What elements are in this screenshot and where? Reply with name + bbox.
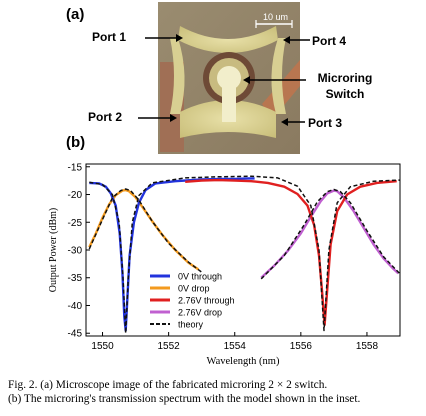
panel-a-label: (a) bbox=[66, 6, 85, 23]
microring-center bbox=[217, 66, 241, 90]
x-axis-label: Wavelength (nm) bbox=[207, 356, 280, 367]
scale-bar-label: 10 um bbox=[263, 12, 288, 22]
series-theory-drop-2-76v bbox=[260, 188, 401, 280]
x-tick-label: 1550 bbox=[91, 341, 114, 352]
port-1-label: Port 1 bbox=[92, 30, 127, 44]
y-tick-label: -25 bbox=[68, 218, 83, 229]
port-2-label: Port 2 bbox=[88, 110, 123, 124]
microscope-image: 10 um bbox=[138, 2, 310, 154]
gold-pad-top bbox=[178, 26, 278, 53]
x-tick-label: 1556 bbox=[290, 341, 313, 352]
figure-caption: Fig. 2. (a) Microscope image of the fabr… bbox=[8, 379, 361, 405]
heater-bridge bbox=[222, 86, 236, 122]
x-tick-label: 1554 bbox=[224, 341, 247, 352]
y-tick-label: -15 bbox=[68, 162, 83, 173]
microring-switch-label: Microring Switch bbox=[317, 71, 373, 101]
y-tick-label: -20 bbox=[68, 190, 83, 201]
transmission-chart: 1550 1552 1554 1556 1558 -15 -20 -25 -30 -35 -40 -4… bbox=[48, 162, 401, 367]
series-theory bbox=[89, 175, 401, 334]
gold-side-right bbox=[271, 38, 286, 114]
legend-label: 0V drop bbox=[178, 284, 210, 294]
legend-label: theory bbox=[178, 320, 204, 330]
y-axis-label: Output Power (dBm) bbox=[48, 208, 59, 292]
y-tick-label: -35 bbox=[68, 273, 83, 284]
legend-label: 2.76V drop bbox=[178, 308, 222, 318]
gold-side-left bbox=[170, 38, 185, 114]
panel-b-label: (b) bbox=[66, 134, 86, 151]
series-theory-drop-0v bbox=[88, 188, 203, 273]
x-tick-label: 1552 bbox=[158, 341, 181, 352]
x-tick-label: 1558 bbox=[356, 341, 379, 352]
series-2-76v-drop bbox=[260, 189, 400, 279]
y-tick-label: -45 bbox=[68, 329, 83, 340]
port-4-label: Port 4 bbox=[312, 34, 347, 48]
y-tick-label: -40 bbox=[68, 301, 83, 312]
legend-label: 2.76V through bbox=[178, 296, 235, 306]
port-3-label: Port 3 bbox=[308, 116, 343, 130]
legend-label: 0V through bbox=[178, 272, 222, 282]
series-0v-drop bbox=[88, 188, 200, 271]
y-tick-label: -30 bbox=[68, 246, 83, 257]
